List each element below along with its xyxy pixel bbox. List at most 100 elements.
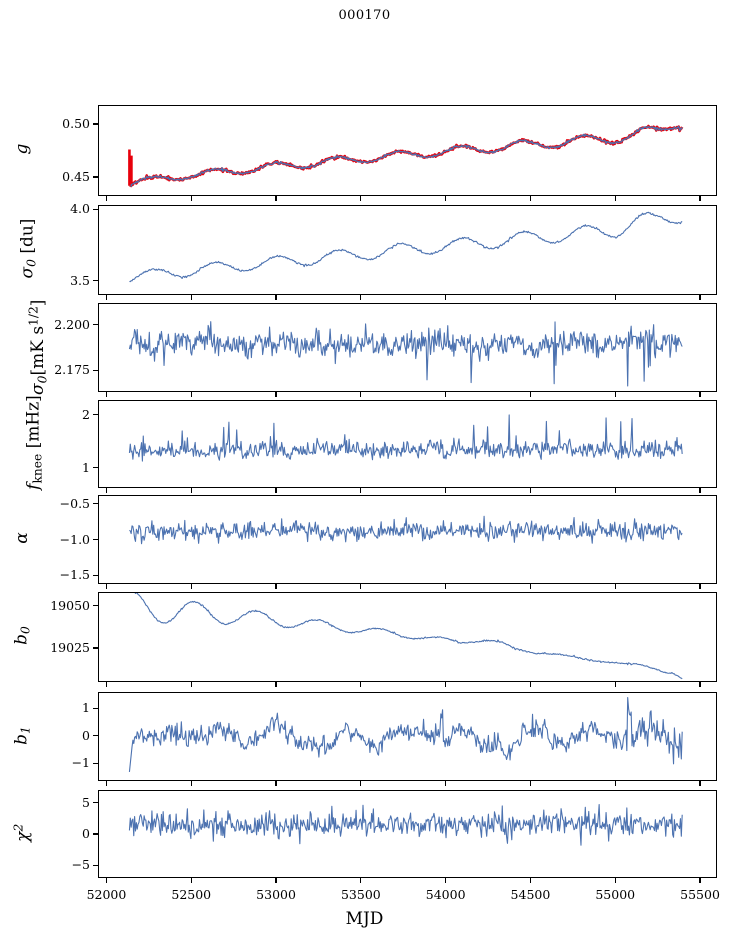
- x-tick-mark: [699, 488, 701, 493]
- x-tick-label: 52000: [86, 887, 127, 902]
- y-tick-label: 1: [82, 459, 90, 475]
- x-tick-mark: [275, 196, 277, 201]
- y-tick-mark: [93, 369, 98, 371]
- plot-panel-f-knee: [98, 400, 717, 488]
- y-tick-mark: [93, 280, 98, 282]
- data-line-b0: [130, 593, 683, 680]
- plot-panel-sigma0-du: [98, 205, 717, 295]
- x-tick-mark: [190, 781, 192, 786]
- y-tick-mark: [93, 503, 98, 505]
- y-tick-mark: [93, 647, 98, 649]
- x-tick-mark: [360, 584, 362, 589]
- x-tick-mark: [445, 878, 447, 883]
- x-tick-label: 53000: [256, 887, 296, 902]
- y-tick-label: −1.0: [59, 531, 90, 547]
- x-tick-mark: [275, 584, 277, 589]
- x-tick-label: 53500: [340, 887, 381, 902]
- y-tick-label: −5: [71, 857, 90, 873]
- x-tick-label: 55000: [595, 887, 636, 902]
- x-tick-mark: [190, 488, 192, 493]
- x-tick-mark: [529, 584, 532, 589]
- y-tick-label: 2: [82, 406, 90, 422]
- x-tick-mark: [699, 196, 701, 201]
- data-line-chi2: [128, 804, 683, 846]
- x-tick-mark: [529, 878, 532, 883]
- y-tick-label: 3.5: [70, 272, 90, 288]
- x-tick-mark: [699, 781, 701, 786]
- x-tick-mark: [105, 196, 108, 201]
- x-tick-mark: [190, 295, 192, 300]
- y-tick-mark: [93, 176, 98, 178]
- x-tick-mark: [614, 781, 616, 786]
- x-tick-mark: [360, 488, 362, 493]
- x-tick-label: 54500: [510, 887, 551, 902]
- x-tick-mark: [699, 295, 701, 300]
- y-tick-label: 2.200: [54, 316, 90, 332]
- plot-panel-sigma0-mK: [98, 303, 717, 392]
- data-line-b1: [128, 697, 683, 773]
- x-tick-mark: [105, 878, 108, 883]
- x-tick-mark: [614, 878, 616, 883]
- y-tick-label: 0: [82, 727, 90, 743]
- data-line-alpha: [129, 515, 683, 545]
- x-tick-mark: [360, 878, 362, 883]
- y-tick-mark: [93, 324, 98, 326]
- x-tick-mark: [614, 196, 616, 201]
- y-tick-mark: [93, 574, 98, 576]
- y-tick-label: 5: [82, 794, 90, 810]
- x-tick-mark: [360, 295, 362, 300]
- data-line-g-raw: [128, 124, 684, 188]
- y-tick-mark: [93, 467, 98, 469]
- y-tick-mark: [93, 735, 98, 737]
- y-tick-label: −1: [71, 755, 90, 771]
- x-tick-mark: [190, 196, 192, 201]
- data-line-f-knee: [128, 414, 683, 462]
- x-tick-mark: [445, 488, 447, 493]
- x-tick-mark: [614, 584, 616, 589]
- y-tick-mark: [93, 538, 98, 541]
- x-tick-mark: [105, 781, 108, 786]
- x-tick-mark: [105, 295, 108, 300]
- x-tick-mark: [445, 584, 447, 589]
- x-tick-mark: [445, 392, 447, 397]
- plot-panel-b1: [98, 692, 717, 781]
- y-tick-mark: [93, 604, 98, 607]
- x-tick-mark: [614, 682, 616, 687]
- y-tick-mark: [93, 123, 98, 125]
- x-tick-mark: [105, 488, 108, 493]
- figure-title: 000170: [338, 8, 391, 23]
- y-tick-label: 1: [82, 700, 90, 716]
- x-tick-mark: [529, 196, 532, 201]
- y-tick-mark: [93, 208, 98, 210]
- x-tick-mark: [699, 584, 701, 589]
- x-tick-mark: [699, 682, 701, 687]
- y-tick-mark: [93, 414, 98, 416]
- x-tick-mark: [529, 392, 532, 397]
- x-tick-mark: [614, 295, 616, 300]
- plot-panel-chi2: [98, 790, 717, 878]
- x-tick-mark: [360, 682, 362, 687]
- y-tick-label: 4.0: [70, 201, 90, 217]
- x-tick-mark: [190, 878, 192, 883]
- y-tick-mark: [93, 864, 98, 867]
- y-tick-mark: [93, 707, 98, 710]
- plot-panel-b0: [98, 592, 717, 682]
- x-tick-mark: [105, 584, 108, 589]
- x-tick-mark: [275, 682, 277, 687]
- x-tick-mark: [445, 781, 447, 786]
- x-tick-mark: [445, 196, 447, 201]
- data-spike-start: [128, 149, 133, 186]
- x-tick-label: 55500: [680, 887, 720, 902]
- x-tick-mark: [360, 781, 362, 786]
- y-tick-label: 2.175: [54, 362, 90, 378]
- y-tick-mark: [93, 762, 98, 764]
- y-tick-label: 0: [82, 826, 90, 841]
- y-tick-mark: [93, 801, 98, 804]
- x-tick-label: 52500: [171, 887, 212, 902]
- x-tick-mark: [699, 878, 701, 883]
- y-tick-label: −0.5: [59, 495, 90, 511]
- data-line-sigma0-mK: [128, 321, 683, 387]
- y-tick-label: 19050: [50, 597, 90, 613]
- x-tick-mark: [275, 781, 277, 786]
- x-tick-mark: [190, 682, 192, 687]
